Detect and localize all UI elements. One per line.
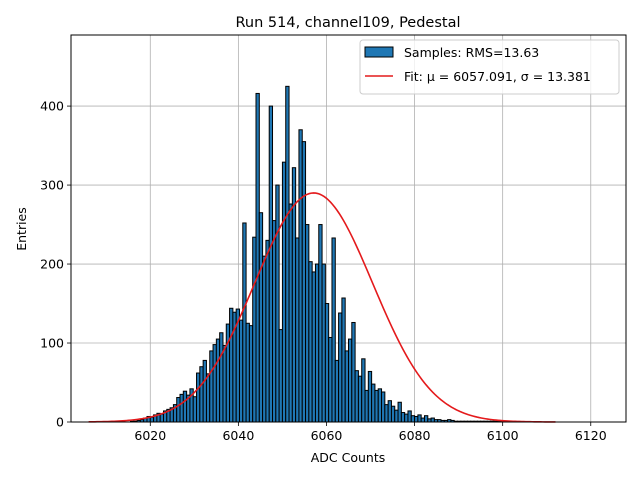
plot-frame <box>70 34 627 423</box>
x-tick-label: 6060 <box>311 428 343 443</box>
y-axis-label: Entries <box>14 207 29 251</box>
fit-curve <box>88 192 556 423</box>
x-axis-ticks: 6020 6040 6060 6080 6100 6120 <box>134 422 607 443</box>
legend: Samples: RMS=13.63 Fit: μ = 6057.091, σ … <box>359 39 620 95</box>
x-axis-label: ADC Counts <box>311 450 386 465</box>
x-tick-label: 6040 <box>222 428 254 443</box>
x-tick-label: 6020 <box>134 428 166 443</box>
legend-samples-swatch <box>364 46 394 58</box>
legend-fit-label: Fit: μ = 6057.091, σ = 13.381 <box>404 69 591 84</box>
legend-samples-label: Samples: RMS=13.63 <box>404 45 539 60</box>
x-tick-label: 6080 <box>399 428 431 443</box>
legend-box <box>359 39 620 95</box>
y-tick-label: 200 <box>40 257 64 272</box>
y-tick-label: 100 <box>40 336 64 351</box>
fit-curve-group <box>88 192 556 423</box>
y-axis-ticks: 0 100 200 300 400 <box>40 99 71 430</box>
y-tick-label: 300 <box>40 178 64 193</box>
chart-title: Run 514, channel109, Pedestal <box>235 15 460 31</box>
y-tick-label: 400 <box>40 99 64 114</box>
x-tick-label: 6120 <box>575 428 607 443</box>
x-tick-label: 6100 <box>487 428 519 443</box>
y-tick-label: 0 <box>56 415 64 430</box>
histogram-bars <box>129 85 505 423</box>
